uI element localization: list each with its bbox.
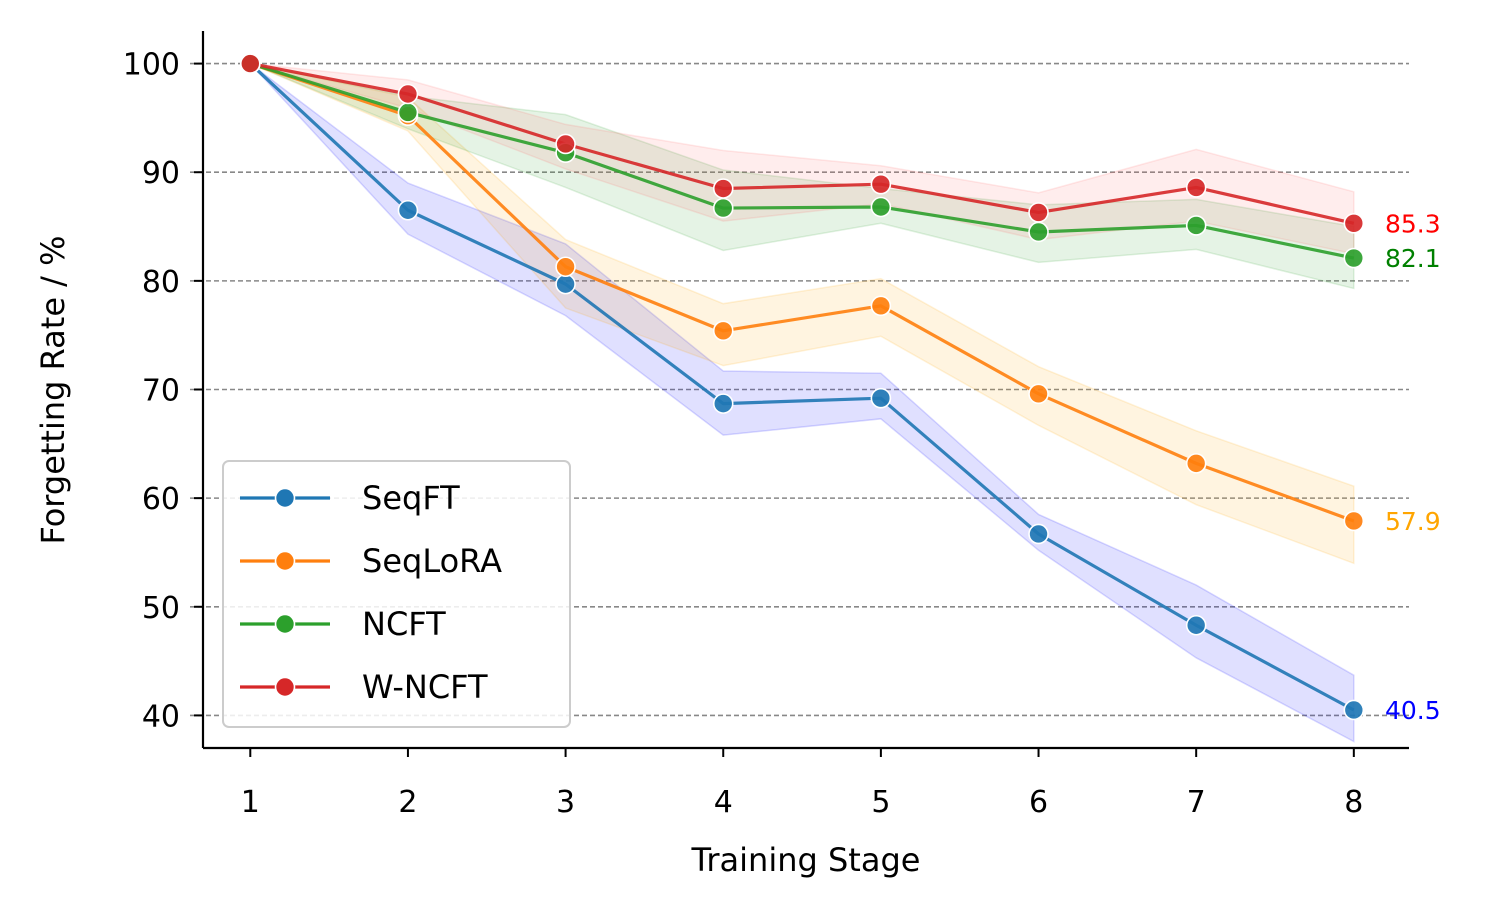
data-point [1343, 212, 1365, 234]
data-point [1185, 453, 1207, 474]
data-point [555, 133, 576, 155]
line-seqlora [249, 62, 1355, 523]
legend-label: NCFT [362, 605, 446, 643]
data-point [1343, 699, 1365, 721]
legend-marker [274, 550, 296, 572]
x-tick-label: 2 [398, 785, 417, 820]
end-label: 82.1 [1385, 244, 1441, 273]
legend-marker [274, 487, 296, 509]
data-point [870, 295, 892, 317]
end-label: 40.5 [1385, 696, 1441, 725]
x-tick-label: 3 [556, 785, 575, 820]
y-tick-label: 80 [142, 265, 180, 300]
y-tick-label: 50 [142, 591, 180, 626]
x-tick-label: 7 [1187, 785, 1206, 820]
data-point [1028, 383, 1049, 405]
data-point [1185, 215, 1207, 236]
x-tick-label: 6 [1029, 785, 1048, 820]
x-tick-label: 4 [714, 785, 733, 820]
y-tick-label: 90 [142, 156, 180, 191]
line-ncft [249, 62, 1355, 260]
data-point [555, 273, 576, 295]
y-tick-label: 60 [142, 482, 180, 517]
line-seqft [249, 62, 1355, 712]
y-tick-label: 70 [142, 374, 180, 409]
data-point [239, 53, 261, 74]
y-tick-label: 40 [142, 699, 180, 734]
data-point [1343, 247, 1365, 269]
y-tick-label: 100 [123, 48, 180, 83]
data-point [870, 387, 892, 409]
x-axis-ticks: 1 2 3 4 5 6 7 8 [241, 748, 1363, 820]
legend-label: SeqFT [362, 479, 460, 517]
end-value-labels: 40.5 57.9 82.1 85.3 [1385, 209, 1441, 725]
legend-label: W-NCFT [362, 668, 488, 706]
data-point [1343, 510, 1365, 532]
y-axis-title: Forgetting Rate / % [34, 235, 72, 544]
data-point [712, 320, 734, 342]
legend-frame [222, 460, 571, 728]
legend: SeqFT SeqLoRA NCFT W-NCFT [222, 460, 571, 728]
series-lines [249, 62, 1355, 712]
legend-marker [274, 676, 296, 698]
data-point [555, 256, 576, 278]
data-point [870, 196, 892, 218]
series-points [239, 53, 1365, 721]
data-point [870, 173, 892, 195]
data-point [397, 102, 419, 123]
end-label: 57.9 [1385, 507, 1441, 536]
x-axis-title: Training Stage [691, 841, 921, 879]
data-point [712, 197, 734, 219]
data-point [397, 83, 419, 105]
data-point [1028, 523, 1049, 545]
x-tick-label: 5 [871, 785, 890, 820]
line-w-ncft [249, 62, 1355, 225]
data-point [1185, 177, 1207, 198]
data-point [397, 199, 419, 221]
x-tick-label: 1 [241, 785, 260, 820]
y-axis-ticks: 40 50 60 70 80 90 100 [123, 48, 203, 734]
data-point [1028, 202, 1049, 223]
end-label: 85.3 [1385, 209, 1441, 238]
legend-marker [274, 613, 296, 635]
legend-label: SeqLoRA [362, 542, 502, 580]
data-point [1028, 221, 1049, 243]
data-point [712, 393, 734, 414]
x-tick-label: 8 [1344, 785, 1363, 820]
data-point [1185, 614, 1207, 636]
data-point [712, 178, 734, 199]
